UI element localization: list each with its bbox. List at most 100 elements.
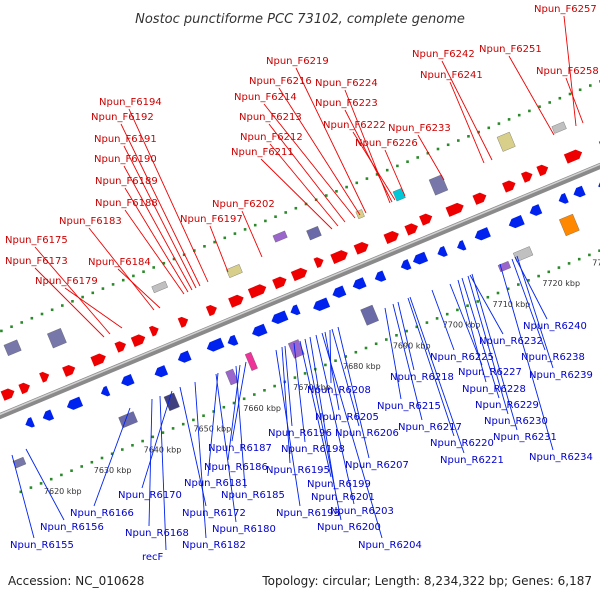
reverse-gene-leader xyxy=(159,395,167,551)
reverse-gene-label: Npun_R6186 xyxy=(204,462,268,473)
forward-gene-leader xyxy=(384,149,406,197)
inner-tick-dot xyxy=(202,414,205,417)
inner-tick-dot xyxy=(435,317,439,320)
inner-tick-dot xyxy=(192,418,195,422)
reverse-gene-arrow xyxy=(400,259,412,271)
reverse-gene-label: Npun_R6168 xyxy=(125,528,189,539)
reverse-gene-label: Npun_R6166 xyxy=(70,508,134,519)
outer-tick-dot xyxy=(558,96,562,100)
kbp-label: 7670 kbp xyxy=(293,383,331,392)
gene-labels: Npun_F6257 Npun_F6251 Npun_F6258 Npun_F6242… xyxy=(5,4,599,563)
cog-feature-box xyxy=(3,339,22,357)
inner-tick-dot xyxy=(527,279,530,282)
outer-tick-dot xyxy=(436,147,440,151)
reverse-gene-label: Npun_R6218 xyxy=(390,372,454,383)
outer-tick-dot xyxy=(284,211,287,214)
inner-tick-dot xyxy=(110,452,114,456)
forward-gene-label: Npun_F6197 xyxy=(180,214,243,225)
reverse-gene-leader xyxy=(315,334,355,505)
outer-tick-dot xyxy=(101,287,105,290)
forward-gene-arrow xyxy=(536,164,549,177)
inner-tick-dot xyxy=(486,295,490,299)
outer-tick-dot xyxy=(233,232,237,235)
reverse-gene-leader xyxy=(215,373,237,523)
kbp-label: 7690 kbp xyxy=(393,341,431,350)
reverse-gene-label: Npun_R6201 xyxy=(311,492,375,503)
reverse-gene-arrow xyxy=(271,310,289,325)
forward-gene-label: Npun_F6214 xyxy=(234,92,297,103)
reverse-gene-label: Npun_R6220 xyxy=(430,438,494,449)
reverse-gene-leader xyxy=(284,345,293,427)
outer-tick-dot xyxy=(568,92,572,96)
forward-gene-leader xyxy=(565,77,584,124)
outer-tick-dot xyxy=(355,181,359,185)
forward-gene-leader xyxy=(123,165,193,291)
reverse-gene-arrow xyxy=(66,396,84,410)
reverse-gene-arrow xyxy=(42,409,55,421)
kbp-label: 7630 kbp xyxy=(94,466,132,475)
outer-tick-dot xyxy=(375,173,379,176)
forward-gene-arrow xyxy=(148,325,159,337)
reverse-gene-leader xyxy=(329,329,332,384)
inner-tick-dot xyxy=(415,325,419,329)
inner-tick-dot xyxy=(517,283,520,286)
reverse-gene-arrow xyxy=(332,285,347,298)
reverse-gene-leader xyxy=(235,365,246,489)
outer-tick-dot xyxy=(264,219,267,223)
outer-tick-dot xyxy=(172,257,176,261)
reverse-gene-leader xyxy=(397,301,415,371)
reverse-gene-leader xyxy=(337,326,370,459)
outer-tick-dot xyxy=(325,194,328,197)
reverse-gene-leader xyxy=(207,372,219,477)
cog-feature-box xyxy=(306,226,322,241)
outer-tick-dot xyxy=(61,304,64,307)
inner-tick-dot xyxy=(547,270,551,274)
reverse-gene-arrow xyxy=(529,204,543,216)
outer-tick-dot xyxy=(294,206,298,210)
forward-gene-leader xyxy=(260,158,333,230)
reverse-gene-label: Npun_R6239 xyxy=(529,370,593,381)
reverse-gene-label: Npun_R6227 xyxy=(458,367,522,378)
outer-tick-dot xyxy=(548,101,551,104)
forward-gene-label: Npun_F6222 xyxy=(323,120,386,131)
inner-tick-dot xyxy=(80,465,83,468)
reverse-gene-arrow xyxy=(313,297,331,312)
forward-gene-label: Npun_F6226 xyxy=(355,138,418,149)
inner-tick-dot xyxy=(222,405,226,409)
reverse-gene-label: Npun_R6195 xyxy=(266,465,330,476)
cog-feature-box xyxy=(428,174,449,196)
forward-gene-label: Npun_F6202 xyxy=(212,199,275,210)
forward-gene-leader xyxy=(128,108,209,283)
cog-feature-box xyxy=(551,121,567,134)
inner-tick-dot xyxy=(324,363,327,367)
inner-tick-dot xyxy=(161,431,165,434)
forward-gene-label: Npun_F6173 xyxy=(5,256,68,267)
forward-gene-arrow xyxy=(520,171,533,183)
forward-gene-arrow xyxy=(177,316,189,328)
inner-tick-dot xyxy=(588,253,591,257)
forward-gene-label: Npun_F6175 xyxy=(5,235,68,246)
forward-gene-arrow xyxy=(114,341,126,353)
reverse-gene-label: Npun_R6205 xyxy=(315,412,379,423)
cog-feature-box xyxy=(360,304,379,326)
outer-tick-dot xyxy=(253,223,257,227)
forward-gene-arrow xyxy=(247,284,267,299)
cog-feature-box xyxy=(497,261,511,273)
reverse-gene-leader xyxy=(141,390,173,489)
outer-tick-dot xyxy=(345,185,348,189)
reverse-gene-arrow xyxy=(100,385,111,397)
reverse-gene-label: Npun_R6156 xyxy=(40,522,104,533)
forward-gene-arrow xyxy=(228,294,244,308)
forward-gene-leader xyxy=(209,225,229,273)
inner-tick-dot xyxy=(496,291,500,295)
reverse-gene-label: Npun_R6180 xyxy=(212,524,276,535)
forward-gene-arrow xyxy=(404,223,418,236)
forward-gene-leader xyxy=(34,246,111,335)
reverse-gene-arrow xyxy=(25,417,35,428)
outer-tick-dot xyxy=(477,130,480,134)
cog-feature-box xyxy=(244,351,258,371)
forward-gene-label: Npun_F6190 xyxy=(94,154,157,165)
reverse-gene-label: Npun_R6231 xyxy=(493,432,557,443)
forward-gene-leader xyxy=(117,268,161,309)
forward-gene-label: Npun_F6216 xyxy=(249,76,312,87)
